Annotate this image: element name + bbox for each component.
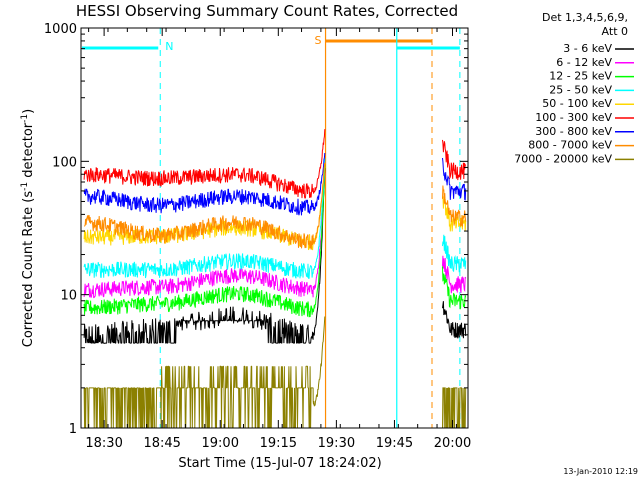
y-axis-label-sup: -1 [20,114,30,123]
y-tick-label: 10 [60,289,77,304]
series-line [83,168,326,344]
series-line [442,266,467,310]
series-line [442,185,467,227]
y-axis-label-sup: -1 [20,182,30,191]
y-tick-label: 1 [69,422,77,437]
series-line [84,162,326,250]
y-axis-label-part: ) [21,109,36,114]
legend-label: 7000 - 20000 keV [514,152,612,165]
legend-label: 300 - 800 keV [535,125,612,138]
chart-title: HESSI Observing Summary Count Rates, Cor… [76,2,458,20]
legend-label: 25 - 50 keV [549,83,612,96]
legend-label: 6 - 12 keV [556,56,612,69]
x-tick-label: 19:30 [318,436,355,451]
y-axis-label: Corrected Count Rate (s-1 detector-1) [20,109,36,347]
timestamp: 13-Jan-2010 12:19 [563,467,638,476]
legend-header-line: Att 0 [602,25,628,38]
series-line [442,255,467,294]
series-line [442,157,467,201]
series-line [83,152,326,216]
legend-label: 100 - 300 keV [535,111,612,124]
flag-label: S [315,34,322,47]
series-line [442,387,467,429]
flag-label: N [165,40,173,53]
legend-label: 800 - 7000 keV [528,139,612,152]
series-line [442,234,467,273]
legend-header-line: Det 1,3,4,5,6,9, [542,11,628,24]
series-line [442,139,467,181]
legend-label: 50 - 100 keV [542,97,612,110]
series-line [83,158,326,280]
x-tick-label: 19:45 [376,436,413,451]
series-line [83,164,326,318]
y-tick-label: 1000 [44,22,77,37]
legend-label: 3 - 6 keV [563,42,612,55]
plot-frame [80,27,469,429]
series-line [442,301,467,339]
x-tick-label: 18:45 [143,436,180,451]
y-axis-label-part: Corrected Count Rate (s [21,191,36,348]
series-layer [83,129,467,429]
y-tick-label: 100 [52,155,77,170]
x-tick-label: 19:00 [202,436,239,451]
ticks-layer: 18:30 18:45 19:00 19:15 19:30 19:45 20:00 1 10 10… [44,22,471,451]
x-tick-label: 20:00 [434,436,471,451]
legend-label: 12 - 25 keV [549,70,612,83]
x-tick-label: 18:30 [85,436,122,451]
series-line [83,173,326,299]
x-axis-label: Start Time (15-Jul-07 18:24:02) [178,456,381,471]
series-line [83,129,326,199]
y-axis-label-part: detector [21,122,36,182]
x-tick-label: 19:15 [260,436,297,451]
